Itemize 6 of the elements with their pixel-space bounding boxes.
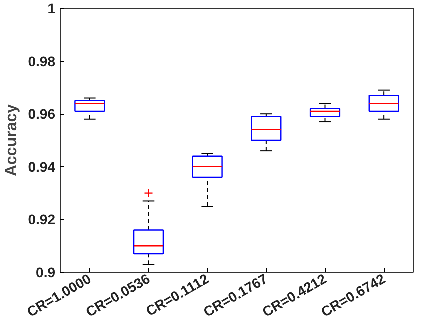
- y-tick-label: 0.92: [28, 212, 56, 228]
- y-tick-label: 0.96: [28, 106, 56, 122]
- y-tick-label: 1: [48, 0, 56, 16]
- y-tick-label: 0.94: [28, 158, 56, 175]
- y-axis-title: Accuracy: [3, 104, 20, 177]
- y-tick-label: 0.98: [28, 53, 56, 70]
